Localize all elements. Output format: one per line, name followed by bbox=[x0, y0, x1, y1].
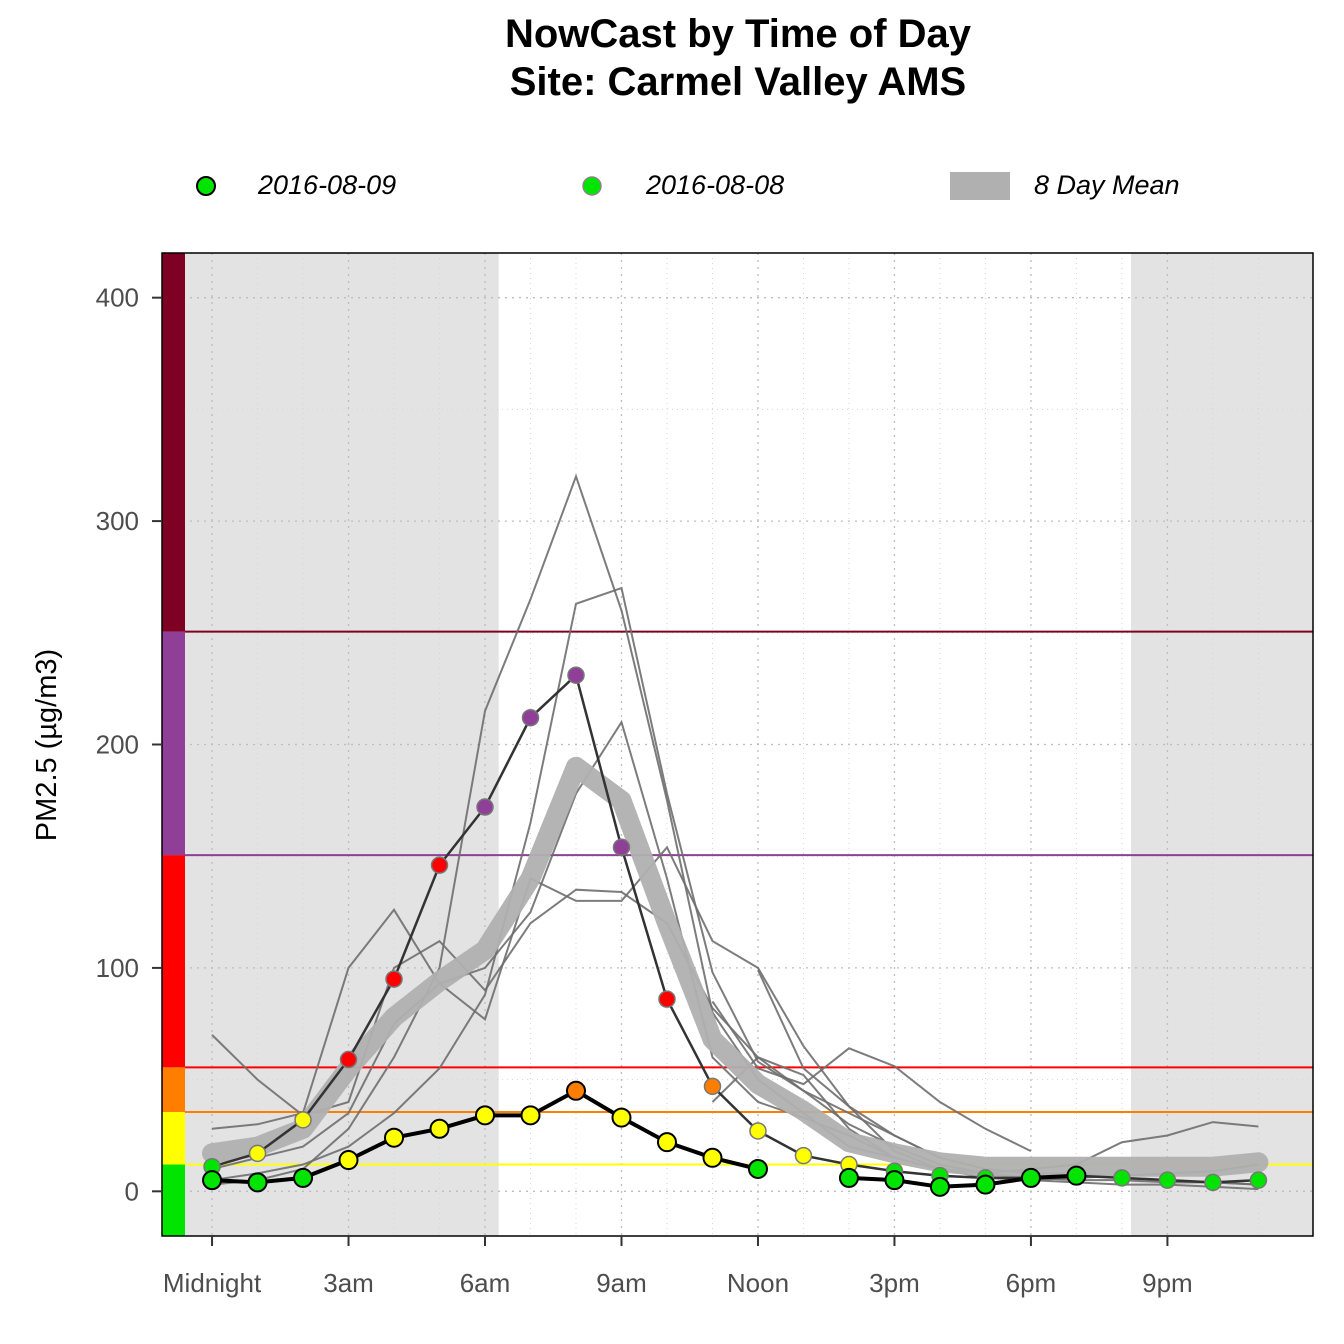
y-tick-label-1: 100 bbox=[96, 953, 139, 983]
series-2016-08-09-point-6 bbox=[475, 1105, 496, 1126]
series-2016-08-08-point-12 bbox=[749, 1122, 767, 1140]
series-2016-08-09-pm-point-4 bbox=[1020, 1167, 1041, 1188]
series-2016-08-09-point-1 bbox=[247, 1172, 268, 1193]
series-2016-08-08-point-7 bbox=[521, 708, 540, 727]
y-tick-label-2: 200 bbox=[96, 730, 139, 760]
other-day-line-0 bbox=[211, 888, 941, 1159]
y-tick-label-3: 300 bbox=[96, 506, 139, 536]
other-day-line-7 bbox=[711, 1000, 1032, 1152]
aqi-band-5 bbox=[162, 253, 185, 632]
other-day-line-1 bbox=[211, 845, 941, 1170]
chart-title-line2: Site: Carmel Valley AMS bbox=[509, 60, 967, 104]
aqi-band-2 bbox=[162, 1067, 185, 1113]
chart-title-line1: NowCast by Time of Day bbox=[504, 12, 972, 56]
x-tick-label-5: 3pm bbox=[869, 1268, 920, 1298]
series-2016-08-08-point-11 bbox=[703, 1077, 722, 1096]
aqi-band-1 bbox=[162, 1112, 185, 1165]
series-2016-08-08-point-20 bbox=[1113, 1169, 1131, 1187]
x-tick-label-7: 9pm bbox=[1142, 1268, 1193, 1298]
series-2016-08-08-point-4 bbox=[385, 970, 403, 988]
series-2016-08-08-point-8 bbox=[567, 666, 585, 684]
series-2016-08-09-point-5 bbox=[429, 1118, 450, 1139]
series-2016-08-08-point-2 bbox=[294, 1111, 312, 1129]
series-2016-08-09-pm-point-5 bbox=[1066, 1165, 1087, 1186]
legend-label-2016-08-08: 2016-08-08 bbox=[646, 170, 785, 200]
night-shade-1 bbox=[1131, 253, 1313, 1236]
series-2016-08-09-point-12 bbox=[747, 1158, 768, 1179]
x-tick-label-3: 9am bbox=[596, 1268, 647, 1298]
legend-marker-2016-08-09 bbox=[196, 176, 216, 196]
x-tick-label-4: Noon bbox=[727, 1268, 789, 1298]
series-2016-08-09-point-0 bbox=[202, 1170, 223, 1191]
x-tick-label-2: 6am bbox=[460, 1268, 511, 1298]
legend bbox=[196, 172, 1010, 200]
series-2016-08-09-pm-point-3 bbox=[975, 1174, 996, 1195]
aqi-band-4 bbox=[162, 631, 185, 856]
series-2016-08-08-point-9 bbox=[612, 838, 631, 857]
series-2016-08-09-point-11 bbox=[702, 1147, 723, 1168]
legend-marker-2016-08-08 bbox=[582, 176, 602, 196]
legend-label-mean: 8 Day Mean bbox=[1034, 170, 1180, 200]
x-tick-label-0: Midnight bbox=[163, 1268, 262, 1298]
legend-label-2016-08-09: 2016-08-09 bbox=[258, 170, 397, 200]
series-2016-08-09-point-7 bbox=[520, 1105, 541, 1126]
series-2016-08-08-point-6 bbox=[476, 798, 494, 816]
aqi-band-0 bbox=[162, 1164, 185, 1236]
x-tick-label-1: 3am bbox=[323, 1268, 374, 1298]
series-2016-08-09-point-10 bbox=[656, 1132, 677, 1153]
series-2016-08-08-point-23 bbox=[1249, 1171, 1268, 1189]
x-tick-label-6: 6pm bbox=[1006, 1268, 1057, 1298]
series-2016-08-08-point-22 bbox=[1204, 1173, 1222, 1192]
series-2016-08-09-point-4 bbox=[384, 1127, 405, 1148]
series-2016-08-08-point-21 bbox=[1158, 1171, 1177, 1189]
series-2016-08-09-point-9 bbox=[611, 1107, 632, 1128]
series-2016-08-08-point-13 bbox=[794, 1146, 813, 1165]
series-2016-08-09-pm-point-2 bbox=[929, 1176, 950, 1197]
legend-marker-mean bbox=[950, 172, 1010, 200]
series-2016-08-08-point-1 bbox=[248, 1144, 267, 1163]
y-tick-label-0: 0 bbox=[125, 1176, 139, 1206]
series-2016-08-09-pm-point-0 bbox=[838, 1167, 859, 1188]
aqi-band-3 bbox=[162, 855, 185, 1068]
series-2016-08-09-point-8 bbox=[565, 1080, 586, 1101]
series-2016-08-09-point-3 bbox=[338, 1150, 359, 1171]
y-axis-label: PM2.5 (µg/m3) bbox=[31, 649, 63, 841]
series-2016-08-08-point-10 bbox=[658, 990, 676, 1008]
y-tick-label-4: 400 bbox=[96, 283, 139, 313]
series-2016-08-08-point-5 bbox=[430, 856, 449, 874]
series-2016-08-09-pm-point-1 bbox=[884, 1170, 905, 1191]
series-2016-08-09-point-2 bbox=[293, 1167, 314, 1188]
series-2016-08-08-point-3 bbox=[339, 1050, 358, 1069]
